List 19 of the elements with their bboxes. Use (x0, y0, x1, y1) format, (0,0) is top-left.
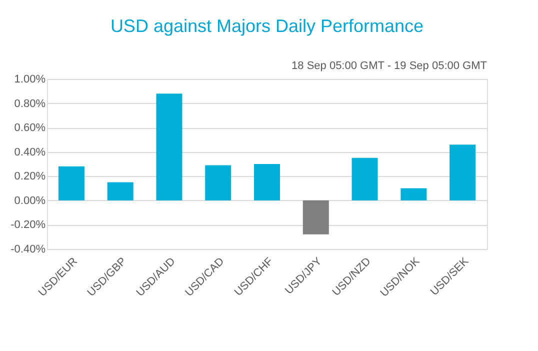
bar (302, 200, 329, 234)
text: 18 Sep 05:00 GMT - 19 Sep 05:00 GMT (292, 60, 488, 72)
bar (58, 166, 84, 200)
bar (450, 144, 476, 200)
y-tick-label: 0.20% (14, 170, 46, 183)
bar (254, 164, 280, 200)
y-tick-label: 0.00% (14, 194, 46, 207)
y-tick-label: 0.80% (14, 98, 46, 110)
bar (400, 188, 427, 200)
bar (107, 182, 134, 200)
bar (205, 165, 232, 200)
bar (156, 94, 182, 200)
y-tick-label: -0.20% (10, 219, 46, 232)
bar (352, 158, 378, 200)
y-tick-label: -0.40% (10, 244, 46, 256)
chart-title: USD against Majors Daily Performance (110, 16, 424, 36)
y-tick-label: 1.00% (14, 74, 46, 86)
y-tick-label: 0.40% (14, 146, 46, 158)
y-tick-label: 0.60% (14, 122, 46, 134)
